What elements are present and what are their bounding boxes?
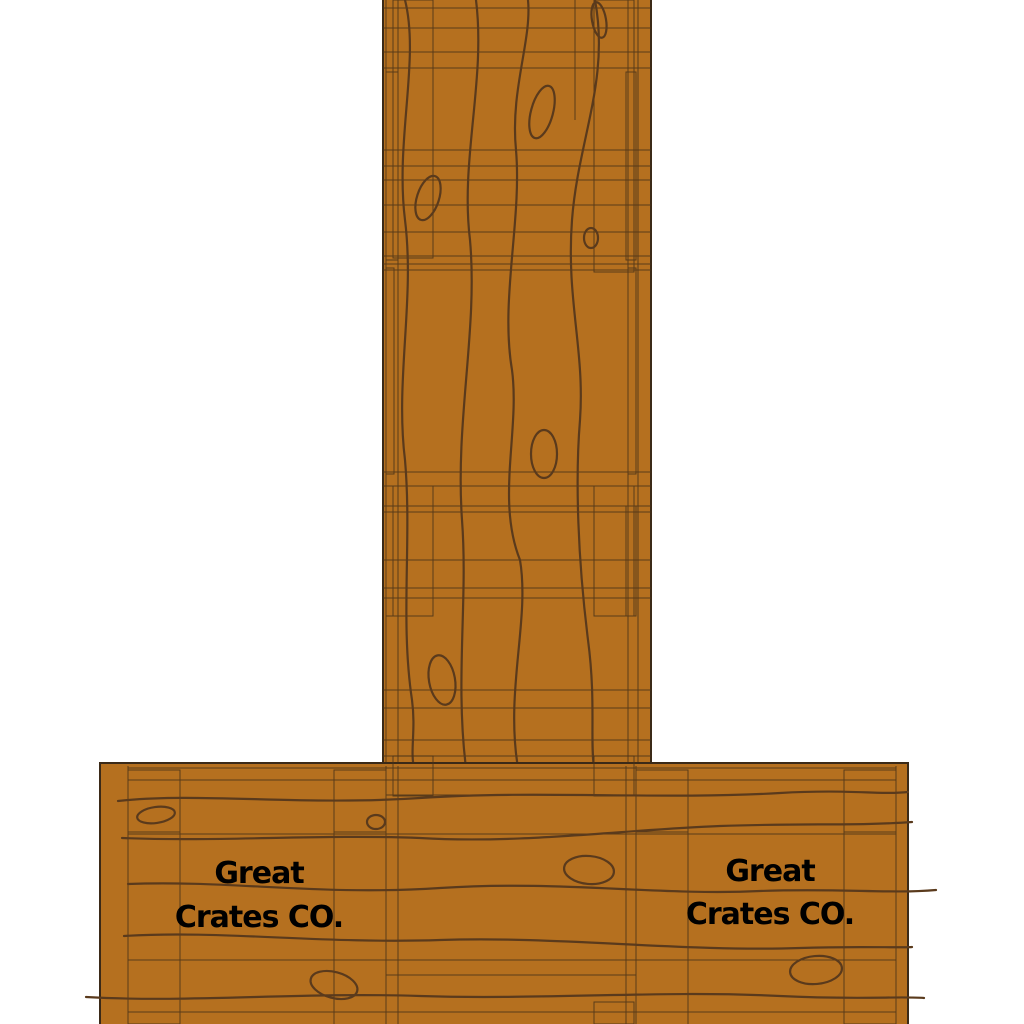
crate-stamp-right-line1: Great — [725, 854, 815, 889]
horizontal-crate-grain — [84, 790, 938, 1001]
horizontal-crate-row: Great Crates CO. Great Crates CO. — [84, 755, 938, 1024]
crate-stamp-right-line2: Crates CO. — [686, 897, 854, 932]
crate-stamp-left-line2: Crates CO. — [175, 900, 343, 935]
vertical-crate-stack — [382, 0, 652, 770]
vertical-crate-grain — [401, 0, 608, 770]
crate-stamp-left: Great Crates CO. — [175, 856, 344, 935]
horizontal-crate-body — [99, 762, 909, 1024]
vertical-crate-body — [382, 0, 652, 769]
crate-stamp-left-line1: Great — [214, 856, 304, 891]
crate-stamp-right: Great Crates CO. — [686, 854, 855, 932]
horizontal-crate-frame — [127, 755, 897, 1024]
